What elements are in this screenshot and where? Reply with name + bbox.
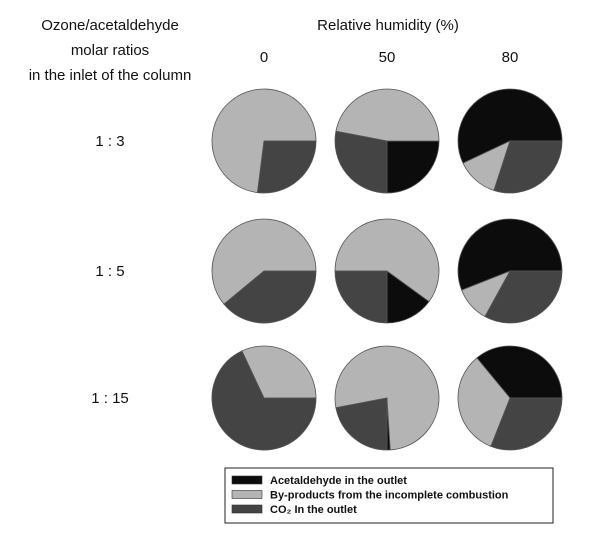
slice-co2: [211, 350, 317, 451]
slice-acetaldehyde: [386, 270, 430, 324]
column-label-50: 50: [379, 49, 396, 66]
row-header: Ozone/acetaldehyde molar ratios in the i…: [29, 17, 192, 84]
row-header-line-2: molar ratios: [71, 42, 149, 59]
slice-co2: [335, 397, 388, 451]
slice-by-products: [211, 218, 317, 305]
slice-co2: [257, 140, 317, 194]
slice-acetaldehyde: [457, 218, 563, 291]
slice-co2: [223, 270, 317, 324]
slice-by-products: [457, 357, 511, 447]
pie-1-3-rh50: [334, 88, 440, 194]
row-label-1-15: 1 : 15: [91, 390, 129, 407]
slice-acetaldehyde: [457, 88, 563, 164]
legend-box: [224, 467, 554, 524]
slice-acetaldehyde: [386, 140, 440, 194]
slice-co2: [493, 140, 563, 194]
legend-items: Acetaldehyde in the outlet By-products fr…: [231, 475, 509, 516]
row-labels: 1 : 3 1 : 5 1 : 15: [91, 133, 129, 407]
slice-co2: [490, 397, 563, 451]
slice-acetaldehyde: [476, 345, 563, 399]
pie-1-5-rh80: [457, 218, 563, 324]
pie-1-15-rh80: [457, 345, 563, 451]
column-label-80: 80: [502, 49, 519, 66]
pie-1-5-rh50: [334, 218, 440, 324]
pie-1-15-rh0: [211, 345, 317, 451]
pies: [211, 88, 563, 451]
slice-co2: [334, 270, 388, 324]
slice-by-products: [334, 218, 440, 303]
pie-1-3-rh0: [211, 88, 317, 194]
row-label-1-3: 1 : 3: [95, 133, 124, 150]
pie-1-3-rh80: [457, 88, 563, 194]
row-header-line-3: in the inlet of the column: [29, 67, 192, 84]
slice-co2: [334, 130, 388, 194]
pie-1-5-rh0: [211, 218, 317, 324]
legend-label-acetaldehyde: Acetaldehyde in the outlet: [270, 475, 407, 487]
slice-by-products: [241, 345, 317, 399]
slice-co2: [484, 270, 563, 324]
legend-swatch-acetaldehyde: [231, 475, 263, 485]
legend: Acetaldehyde in the outlet By-products fr…: [224, 467, 554, 524]
row-header-line-1: Ozone/acetaldehyde: [41, 17, 179, 34]
legend-swatch-by-products: [231, 490, 263, 499]
column-label-0: 0: [260, 49, 268, 66]
column-labels: 0 50 80: [260, 49, 519, 66]
slice-by-products: [335, 88, 440, 142]
legend-label-co2: CO₂ In the outlet: [270, 504, 357, 516]
row-label-1-5: 1 : 5: [95, 263, 124, 280]
legend-swatch-co2: [231, 504, 263, 514]
legend-label-by-products: By-products from the incomplete combusti…: [270, 490, 509, 502]
pie-1-15-rh50: [334, 345, 440, 451]
column-header: Relative humidity (%): [317, 17, 459, 34]
